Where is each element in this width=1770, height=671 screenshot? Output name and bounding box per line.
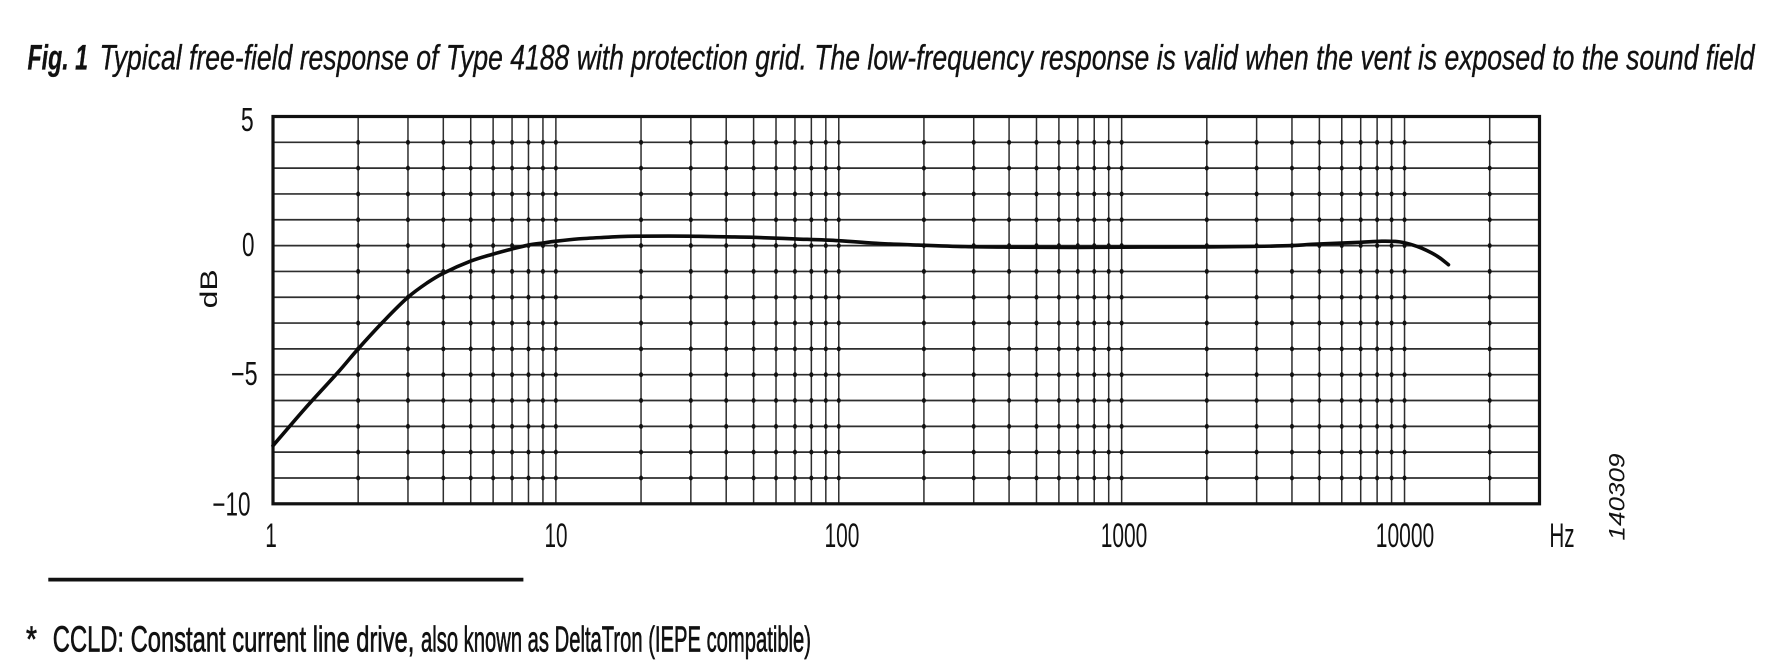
svg-text:100: 100 — [825, 517, 860, 555]
svg-text:dB: dB — [196, 269, 223, 308]
svg-text:−10: −10 — [212, 485, 250, 522]
svg-text:Hz: Hz — [1549, 517, 1574, 555]
svg-text:Typical free-field response of: Typical free-field response of Type 4188… — [100, 39, 1756, 78]
svg-text:0: 0 — [242, 226, 255, 263]
svg-text:also known as DeltaTron (IEPE: also known as DeltaTron (IEPE compatible… — [421, 618, 811, 659]
svg-text:140309: 140309 — [1605, 453, 1630, 541]
svg-text:*: * — [26, 618, 37, 659]
svg-text:5: 5 — [241, 101, 254, 138]
svg-text:CCLD: Constant current line dr: CCLD: Constant current line drive, — [53, 618, 415, 659]
svg-text:Fig. 1: Fig. 1 — [28, 39, 89, 78]
svg-text:1000: 1000 — [1101, 517, 1148, 555]
svg-text:−5: −5 — [231, 355, 258, 392]
svg-text:1: 1 — [265, 517, 277, 555]
svg-text:10000: 10000 — [1376, 517, 1435, 555]
svg-text:10: 10 — [545, 517, 568, 555]
